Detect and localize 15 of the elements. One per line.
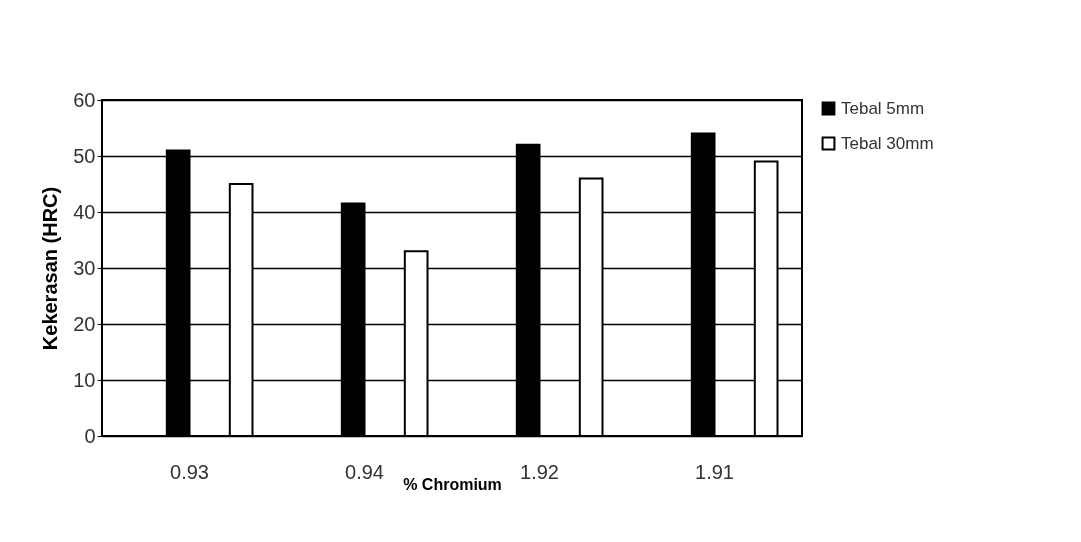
y-tick-label: 40 [73,200,96,223]
x-tick-label: 0.93 [170,460,209,483]
legend-label: Tebal 5mm [841,98,925,118]
legend-label: Tebal 30mm [841,133,934,153]
y-tick-label: 30 [73,256,96,279]
y-axis-title: Kekerasan (HRC) [39,186,62,351]
x-tick-label: 1.92 [520,460,559,483]
y-tick-label: 20 [73,312,96,335]
y-tick-label: 10 [73,368,96,391]
x-tick-label: 1.91 [695,460,734,483]
x-axis-title: % Chromium [403,475,502,493]
x-tick-label: 0.94 [345,460,384,483]
y-tick-label: 50 [73,144,96,167]
y-tick-label: 60 [73,88,96,111]
y-tick-label: 0 [84,424,96,447]
